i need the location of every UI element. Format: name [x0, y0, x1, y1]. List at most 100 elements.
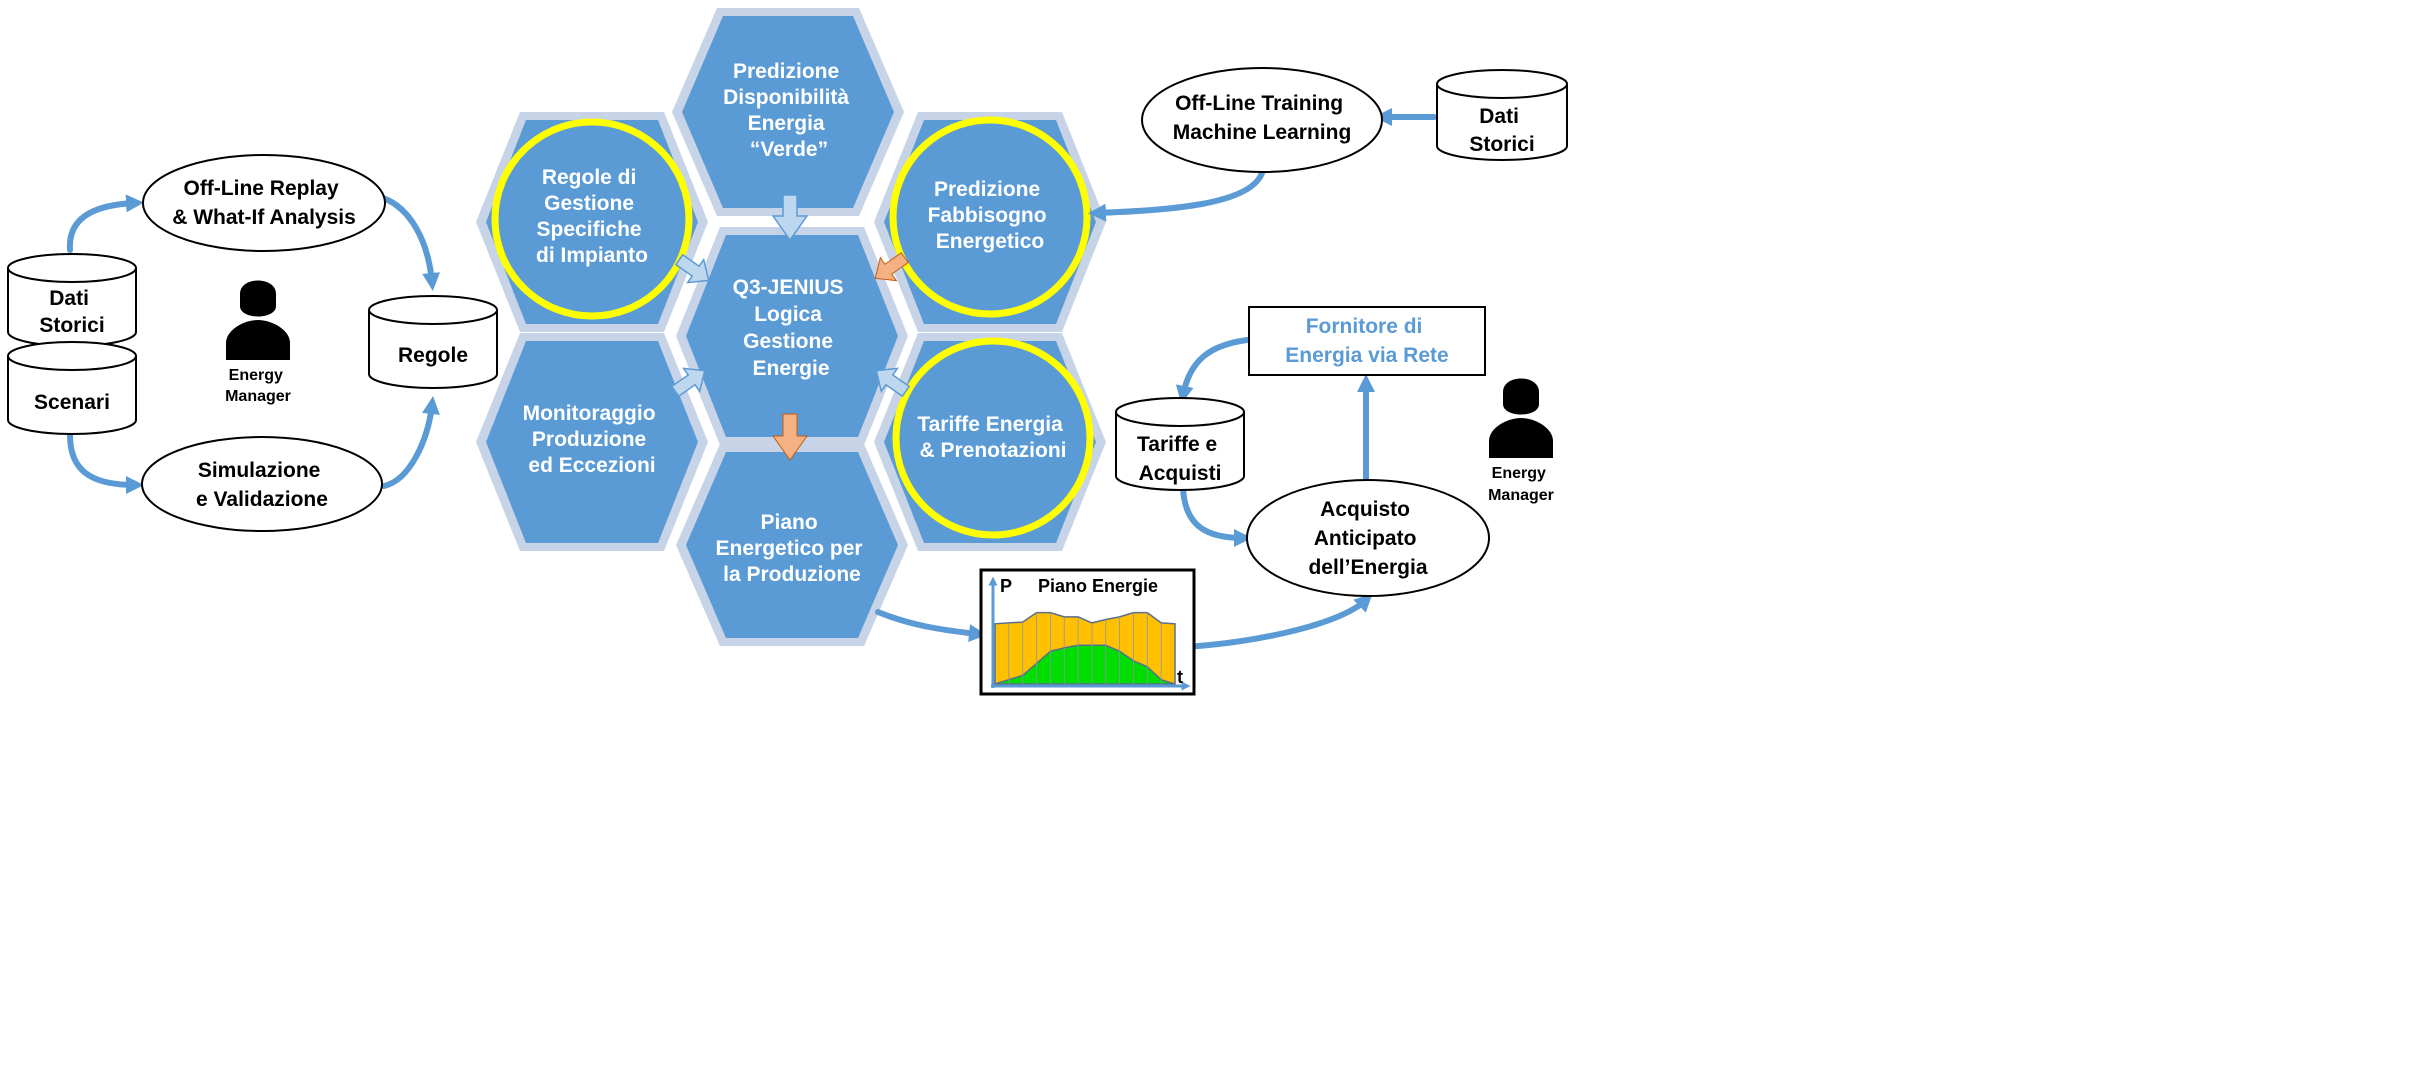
svg-text:Fornitore di Energia via: Fornitore di Energia via Rete [1285, 315, 1448, 367]
dati-storici-left-line-1: Dati [49, 287, 89, 310]
svg-text:Tariffe e Acquisti: Tariffe e Acquisti [1137, 433, 1223, 485]
node-acquisto: Acquisto Anticipato dell’Energia [1246, 479, 1490, 597]
hex-center-line-3: Gestione [743, 330, 833, 353]
db-tariffe-acquisti: Tariffe e Acquisti [1115, 397, 1245, 491]
db-scenari: Scenari [7, 341, 137, 435]
arrow-right-icon [670, 367, 706, 398]
fornitore-line-2: Energia via Rete [1285, 344, 1448, 367]
chart-xlabel: t [1177, 667, 1183, 687]
hex-fabbisogno-line-3: Energetico [936, 230, 1045, 253]
svg-text:Energy Manager: Energy Manager [225, 367, 291, 405]
hexagon-cluster: Predizione Disponibilità Energia “Verde”… [476, 8, 1106, 646]
hex-center-line-4: Energie [752, 357, 829, 380]
hex-piano-produzione: Piano Energetico per la Produzione [676, 444, 908, 646]
hex-piano-line-1: Piano [760, 511, 817, 534]
dati-storici-left-line-2: Storici [39, 314, 104, 337]
svg-text:Q3-JENIUS Logica: Q3-JENIUS Logica Gestione Energie [733, 276, 850, 380]
hex-fabbisogno-line-1: Predizione [934, 178, 1040, 201]
arrow-right-icon [674, 253, 710, 284]
highlight-ring [892, 337, 1094, 539]
hex-tariffe-prenotazioni: Tariffe Energia & Prenotazioni [874, 333, 1106, 551]
arrow-down-icon [772, 413, 808, 461]
simulazione-line-1: Simulazione [198, 459, 321, 482]
energy-manager-right: Energy Manager [1488, 378, 1554, 504]
arrow-left-icon [875, 367, 911, 398]
acquisto-line-1: Acquisto [1320, 498, 1410, 521]
person-icon [226, 280, 290, 360]
acquisto-line-2: Anticipato [1314, 527, 1417, 550]
scenari-label: Scenari [34, 391, 110, 414]
svg-text:Predizione Fabbisogno: Predizione Fabbisogno Energetico [928, 178, 1053, 253]
node-simulazione: Simulazione e Validazione [141, 436, 383, 532]
hex-tariffe-line-2: & Prenotazioni [919, 439, 1066, 462]
node-training: Off-Line Training Machine Learning [1141, 67, 1383, 173]
db-dati-storici-left: Dati Storici [7, 253, 137, 347]
energy-manager-left-line-2: Manager [225, 388, 291, 405]
svg-text:Off-Line Replay & What-I: Off-Line Replay & What-If Analysis [172, 177, 356, 229]
arrow-left-icon [874, 252, 909, 282]
hex-monitoraggio-line-3: ed Eccezioni [528, 454, 655, 477]
simulazione-line-2: e Validazione [196, 488, 328, 511]
hex-fabbisogno-line-2: Fabbisogno [928, 204, 1047, 227]
hex-fabbisogno: Predizione Fabbisogno Energetico [874, 112, 1106, 332]
center-arrows [670, 194, 911, 461]
dati-storici-right-line-1: Dati [1479, 105, 1519, 128]
hex-center-line-1: Q3-JENIUS [733, 276, 844, 299]
hex-regole-line-4: di Impianto [536, 244, 648, 267]
svg-text:Acquisto Anticipato: Acquisto Anticipato dell’Energia [1308, 498, 1427, 579]
svg-text:Piano Energetico per: Piano Energetico per la Produzione [716, 511, 869, 586]
svg-text:Regole di Gestione: Regole di Gestione Specifiche di Impiant… [536, 166, 648, 267]
replay-line-1: Off-Line Replay [183, 177, 339, 200]
hex-piano-line-2: Energetico per [716, 537, 863, 560]
hex-verde: Predizione Disponibilità Energia “Verde” [672, 8, 904, 216]
hex-verde-line-1: Predizione [733, 60, 839, 83]
training-line-2: Machine Learning [1173, 121, 1352, 144]
hex-verde-line-3: Energia [748, 112, 825, 135]
hex-tariffe-line-1: Tariffe Energia [917, 413, 1063, 436]
hex-piano-line-3: la Produzione [723, 563, 861, 586]
db-regole: Regole [368, 295, 498, 389]
highlight-ring [491, 118, 693, 320]
svg-text:Tariffe Energia & Pren: Tariffe Energia & Prenotazioni [917, 413, 1068, 462]
hex-verde-line-4: “Verde” [750, 138, 828, 161]
highlight-ring [889, 116, 1091, 318]
piano-energie-chart: P Piano Energie t [979, 568, 1196, 696]
energy-manager-left-line-1: Energy [229, 367, 283, 384]
svg-text:Regole: Regole [398, 344, 468, 367]
tariffe-acquisti-line-1: Tariffe e [1137, 433, 1217, 456]
hex-regole-line-3: Specifiche [537, 218, 642, 241]
left-flow-arrows [66, 194, 441, 494]
box-fornitore: Fornitore di Energia via Rete [1248, 306, 1486, 376]
tariffe-acquisti-line-2: Acquisti [1139, 462, 1222, 485]
chart-ylabel: P [1000, 576, 1012, 596]
svg-text:Dati Storici: Dati Storici [1469, 105, 1534, 156]
svg-text:Off-Line Training Machin: Off-Line Training Machine Learning [1173, 92, 1352, 144]
right-flow-arrows [875, 108, 1437, 651]
fornitore-line-1: Fornitore di [1306, 315, 1423, 338]
energy-manager-right-line-1: Energy [1492, 465, 1546, 482]
svg-text:Predizione Disponibili: Predizione Disponibilità Energia “Verde” [723, 60, 855, 161]
training-line-1: Off-Line Training [1175, 92, 1343, 115]
svg-text:Energy Manager: Energy Manager [1488, 465, 1554, 504]
svg-text:Simulazione e Validazion: Simulazione e Validazione [196, 459, 328, 511]
svg-text:Monitoraggio Produzion: Monitoraggio Produzione ed Eccezioni [523, 402, 662, 477]
acquisto-line-3: dell’Energia [1308, 556, 1427, 579]
energy-manager-right-line-2: Manager [1488, 487, 1554, 504]
hex-regole-line-2: Gestione [544, 192, 634, 215]
person-icon [1489, 378, 1553, 458]
svg-text:Scenari: Scenari [34, 391, 110, 414]
replay-line-2: & What-If Analysis [172, 206, 356, 229]
hex-monitoraggio: Monitoraggio Produzione ed Eccezioni [476, 333, 708, 551]
hex-monitoraggio-line-1: Monitoraggio [523, 402, 656, 425]
hex-center: Q3-JENIUS Logica Gestione Energie [676, 227, 908, 445]
regole-label: Regole [398, 344, 468, 367]
chart-title: Piano Energie [1038, 576, 1158, 596]
dati-storici-right-line-2: Storici [1469, 133, 1534, 156]
svg-text:Dati Storici: Dati Storici [39, 287, 104, 337]
energy-manager-left: Energy Manager [225, 280, 291, 405]
hex-regole-line-1: Regole di [542, 166, 637, 189]
db-dati-storici-right: Dati Storici [1436, 69, 1568, 161]
hex-center-line-2: Logica [754, 303, 822, 326]
hex-verde-line-2: Disponibilità [723, 86, 849, 109]
arrow-down-icon [771, 194, 809, 242]
